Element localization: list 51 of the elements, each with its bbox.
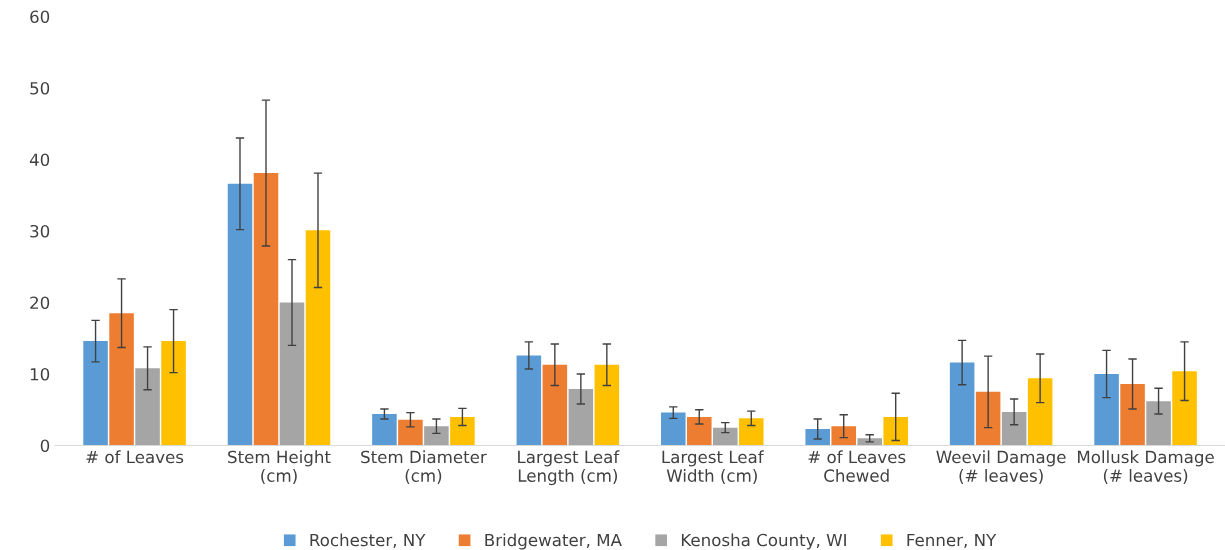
y-tick-label: 10 xyxy=(30,367,50,381)
bar xyxy=(857,438,882,446)
x-tick-label: # of Leaves Chewed xyxy=(808,450,906,482)
bar xyxy=(279,302,305,446)
bar xyxy=(594,364,620,446)
x-tick-label: Stem Diameter (cm) xyxy=(361,450,487,484)
bar xyxy=(542,364,568,446)
bar xyxy=(305,230,331,446)
bar xyxy=(109,313,134,446)
bar xyxy=(1001,411,1027,446)
bar xyxy=(83,341,108,446)
legend-label: Rochester, NY xyxy=(310,533,426,549)
y-tick-label: 20 xyxy=(30,296,50,310)
bar xyxy=(372,414,397,446)
bar xyxy=(949,362,975,446)
x-tick-label: Mollusk Damage (# leaves) xyxy=(1078,450,1214,484)
y-tick-label: 30 xyxy=(30,224,50,238)
bar xyxy=(398,419,423,446)
bar xyxy=(424,426,449,446)
bar xyxy=(883,416,908,446)
x-tick-label: Stem Height (cm) xyxy=(228,450,331,484)
bar xyxy=(1146,401,1171,446)
x-tick-label: Weevil Damage (# leaves) xyxy=(936,450,1066,484)
bar xyxy=(713,427,738,446)
bar xyxy=(739,418,764,446)
y-tick-label: 60 xyxy=(30,10,50,24)
bar xyxy=(1120,384,1145,446)
bar xyxy=(1027,378,1053,446)
bar xyxy=(135,368,160,446)
bar xyxy=(253,173,279,446)
x-tick-label: # of Leaves xyxy=(86,450,184,464)
bar xyxy=(661,412,686,446)
y-tick-label: 50 xyxy=(30,81,50,95)
bar xyxy=(831,426,856,446)
bar xyxy=(1172,371,1197,446)
bar xyxy=(516,355,542,446)
bar xyxy=(1094,374,1119,446)
bar xyxy=(805,429,830,446)
legend-label: Bridgewater, MA xyxy=(485,533,622,550)
y-tick-label: 0 xyxy=(40,439,50,453)
legend-label: Fenner, NY xyxy=(907,533,997,549)
bar xyxy=(227,183,253,446)
x-tick-label: Largest Leaf Width (cm) xyxy=(662,450,764,484)
bar xyxy=(568,389,594,446)
bar xyxy=(450,416,475,446)
legend-label: Kenosha County, WI xyxy=(681,533,846,550)
bar xyxy=(161,341,186,446)
y-tick-label: 40 xyxy=(29,153,50,167)
x-tick-label: Largest Leaf Length (cm) xyxy=(518,450,620,486)
bar xyxy=(975,391,1001,446)
bar xyxy=(687,416,712,446)
